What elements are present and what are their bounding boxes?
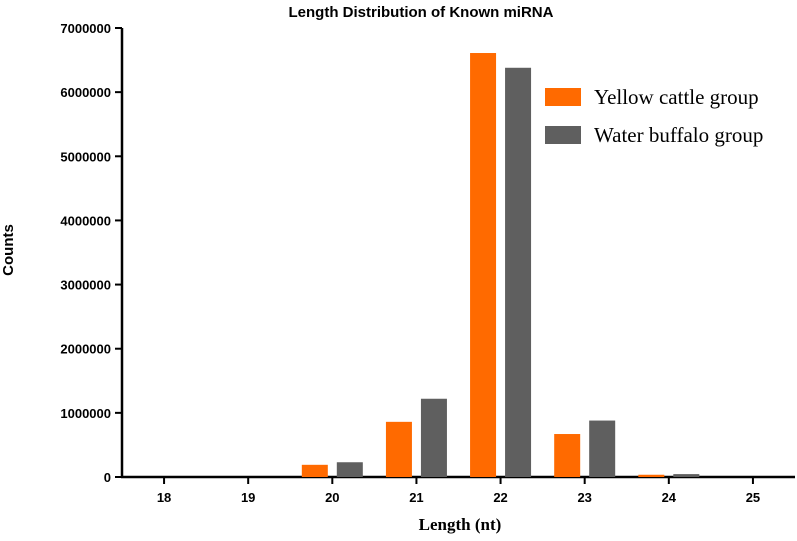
legend-label: Yellow cattle group [594,85,759,109]
x-tick-label: 23 [577,490,591,505]
bar-yellow-cattle-22 [470,53,497,477]
legend-swatch [545,126,581,144]
y-tick-label: 3000000 [60,278,111,293]
bar-yellow-cattle-21 [385,421,412,477]
bar-water-buffalo-24 [673,474,700,477]
x-tick-label: 18 [157,490,171,505]
bars [301,53,700,478]
bar-water-buffalo-20 [336,462,363,477]
y-axis-label: Counts [0,224,17,276]
bar-yellow-cattle-23 [554,434,581,477]
axes: 0 1000000 2000000 3000000 4000000 5000000 6000… [60,21,795,505]
bar-water-buffalo-23 [589,420,616,477]
chart-title: Length Distribution of Known miRNA [289,4,554,21]
bar-water-buffalo-21 [420,398,447,477]
bar-yellow-cattle-20 [301,464,328,477]
legend: Yellow cattle group Water buffalo group [545,85,763,147]
y-tick-label: 2000000 [60,342,111,357]
y-tick-label: 4000000 [60,213,111,228]
x-tick-label: 21 [409,490,423,505]
y-tick-label: 6000000 [60,85,111,100]
x-tick-label: 20 [325,490,339,505]
x-axis-label: Length (nt) [419,515,502,534]
bar-yellow-cattle-24 [638,474,665,477]
x-tick-label: 24 [662,490,677,505]
y-tick-label: 0 [104,470,111,485]
legend-label: Water buffalo group [594,123,763,147]
y-tick-label: 5000000 [60,149,111,164]
x-tick-label: 22 [493,490,507,505]
legend-swatch [545,88,581,106]
y-tick-label: 7000000 [60,21,111,36]
bar-water-buffalo-22 [505,67,532,478]
x-tick-label: 19 [241,490,255,505]
y-tick-label: 1000000 [60,406,111,421]
x-tick-label: 25 [746,490,760,505]
